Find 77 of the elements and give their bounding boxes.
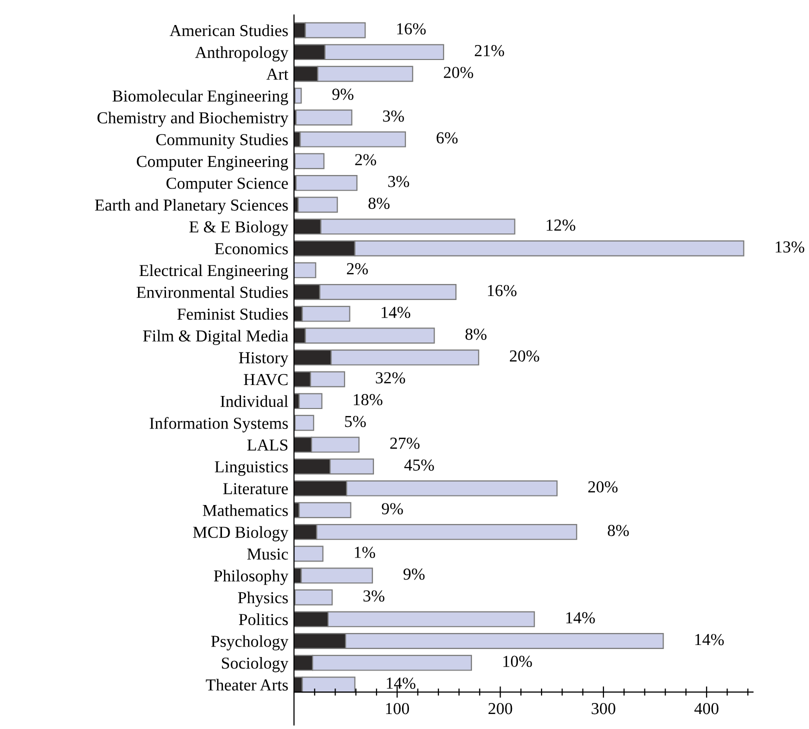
annotation: 45% xyxy=(404,459,434,471)
y-tick-label: Biomolecular Engineering xyxy=(112,90,288,106)
annotation: 14% xyxy=(382,306,410,318)
annotation: 14% xyxy=(386,678,416,689)
bar xyxy=(296,110,352,126)
annotation: 20% xyxy=(588,481,618,493)
y-tick-label: Psychology xyxy=(211,635,288,650)
y-tick-label: Linguistics xyxy=(214,461,288,476)
bar xyxy=(298,393,322,410)
y-tick-label: Community Studies xyxy=(156,134,288,149)
y-tick-label: Literature xyxy=(223,483,288,494)
annotation: 20% xyxy=(510,350,540,362)
x-tick-label: 100 xyxy=(386,702,410,714)
annotation: 21% xyxy=(474,45,504,56)
y-tick-label: Electrical Engineering xyxy=(139,264,288,280)
annotation: 2% xyxy=(346,263,368,274)
y-tick-label: LALS xyxy=(247,439,288,451)
y-tick-label: American Studies xyxy=(170,24,288,36)
y-tick-label: Film & Digital Media xyxy=(143,330,288,346)
annotation: 10% xyxy=(503,656,532,668)
annotation: 20% xyxy=(444,66,474,78)
y-tick-label: Environmental Studies xyxy=(136,286,288,298)
annotation: 3% xyxy=(383,110,404,122)
annotation: 32% xyxy=(376,372,406,384)
y-tick-label: Earth and Planetary Sciences xyxy=(95,198,288,214)
annotation: 27% xyxy=(390,438,420,449)
annotation: 3% xyxy=(364,590,384,602)
x-tick-label: 300 xyxy=(592,702,616,714)
y-tick-label: Computer Science xyxy=(166,178,288,192)
annotation: 9% xyxy=(332,88,354,100)
y-tick-label: E & E Biology xyxy=(189,220,288,236)
annotation: 16% xyxy=(488,284,516,296)
annotation: 8% xyxy=(368,198,390,209)
annotation: 8% xyxy=(608,524,629,536)
y-tick-label: Individual xyxy=(220,395,288,408)
annotation: 2% xyxy=(355,154,376,166)
y-tick-label: History xyxy=(238,352,288,367)
y-tick-label: Chemistry and Biochemistry xyxy=(97,112,288,127)
y-tick-label: Politics xyxy=(238,613,288,626)
annotation: 1% xyxy=(354,546,376,558)
annotation: 12% xyxy=(546,220,576,231)
x-tick-label: 400 xyxy=(694,702,718,714)
annotation: 8% xyxy=(465,328,486,340)
annotation: 6% xyxy=(436,132,458,144)
y-tick-label: Information Systems xyxy=(150,417,288,432)
x-tick-label: 200 xyxy=(488,702,512,714)
annotation: 3% xyxy=(388,176,410,188)
y-tick-label: Anthropology xyxy=(195,46,288,62)
annotation: 18% xyxy=(354,394,382,406)
bar xyxy=(298,502,352,518)
bar xyxy=(294,414,314,431)
y-tick-label: MCD Biology xyxy=(193,526,288,542)
bar xyxy=(294,546,324,562)
bar xyxy=(294,262,316,278)
y-tick-label: Art xyxy=(266,68,288,80)
annotation: 13% xyxy=(776,241,804,253)
annotation: 5% xyxy=(345,416,366,428)
y-tick-label: Sociology xyxy=(222,657,288,672)
bar xyxy=(294,88,302,104)
bar xyxy=(294,589,333,606)
annotation: 16% xyxy=(397,23,426,34)
annotation: 9% xyxy=(382,503,403,514)
bar xyxy=(294,153,324,170)
y-tick-label: Physics xyxy=(238,592,288,607)
bar xyxy=(296,174,358,191)
y-tick-label: Feminist Studies xyxy=(177,308,288,320)
y-tick-label: Mathematics xyxy=(202,504,288,516)
annotation: 14% xyxy=(695,634,724,646)
y-tick-label: Theater Arts xyxy=(206,678,288,691)
y-tick-label: Computer Engineering xyxy=(136,156,288,170)
annotation: 9% xyxy=(403,568,425,580)
annotation: 14% xyxy=(566,612,595,624)
y-tick-label: Philosophy xyxy=(214,570,288,585)
y-tick-label: HAVC xyxy=(244,374,288,386)
bar xyxy=(298,196,338,213)
y-tick-label: Music xyxy=(247,548,288,560)
y-tick-label: Economics xyxy=(214,243,288,254)
